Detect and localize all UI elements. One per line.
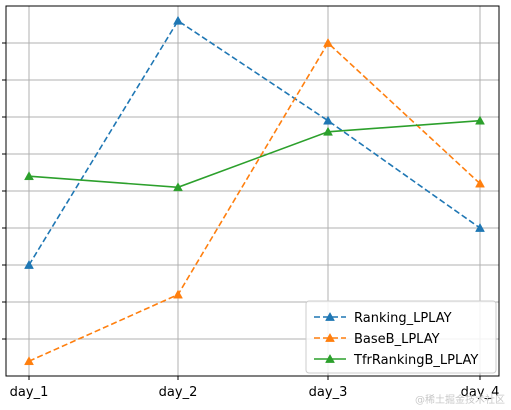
legend: Ranking_LPLAY BaseB_LPLAY TfrRankingB_LPLA…	[305, 300, 497, 374]
data-point	[24, 171, 34, 181]
legend-label: BaseB_LPLAY	[354, 332, 440, 347]
series-line	[28, 19, 481, 266]
series-layer	[24, 15, 485, 366]
legend-marker	[325, 332, 335, 342]
series-TfrRankingB_LPLAY	[24, 115, 485, 192]
data-point	[475, 115, 485, 125]
x-tick-label: day_2	[159, 385, 198, 400]
data-point	[173, 289, 183, 299]
data-point	[173, 182, 183, 192]
legend-label: Ranking_LPLAY	[354, 311, 452, 326]
legend-frame	[305, 300, 497, 374]
legend-item: Ranking_LPLAY	[314, 311, 452, 326]
watermark: @稀土掘金技术社区	[415, 395, 505, 406]
series-BaseB_LPLAY	[24, 37, 485, 366]
data-point	[323, 115, 333, 125]
plot-frame	[5, 5, 500, 377]
data-point	[475, 222, 485, 232]
x-tick-label: day_1	[10, 385, 49, 400]
data-point	[173, 15, 183, 25]
series-line	[28, 41, 481, 362]
legend-label: TfrRankingB_LPLAY	[353, 353, 478, 368]
legend-item: TfrRankingB_LPLAY	[314, 353, 478, 368]
legend-item: BaseB_LPLAY	[314, 332, 440, 347]
legend-marker	[325, 311, 335, 321]
x-tick-label: day_4	[461, 385, 500, 400]
data-point	[24, 259, 34, 269]
series-line	[28, 119, 481, 189]
data-point	[323, 126, 333, 136]
legend-marker	[325, 353, 335, 363]
x-tick-label: day_3	[309, 385, 348, 400]
x-tick-labels: day_1 day_2 day_3 day_4	[10, 385, 500, 400]
tick-marks	[2, 42, 481, 380]
data-point	[24, 356, 34, 366]
series-Ranking_LPLAY	[24, 15, 485, 269]
data-point	[475, 178, 485, 188]
data-point	[323, 37, 333, 47]
